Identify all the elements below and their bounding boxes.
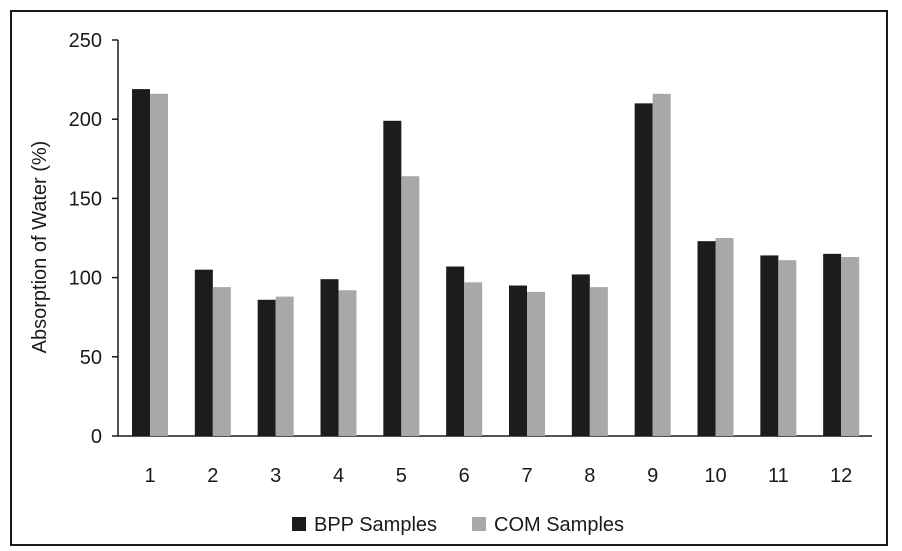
bar-com-12 — [841, 257, 860, 436]
legend-swatch-com — [472, 517, 486, 531]
bar-bpp-2 — [194, 269, 213, 436]
y-axis-title: Absorption of Water (%) — [29, 141, 51, 354]
x-tick-label: 7 — [521, 465, 532, 487]
bar-bpp-1 — [132, 89, 150, 436]
legend-label-com: COM Samples — [494, 514, 624, 536]
y-tick-label: 250 — [69, 30, 102, 52]
bar-bpp-11 — [760, 255, 779, 436]
bar-com-10 — [715, 238, 734, 436]
y-tick-label: 100 — [69, 268, 102, 290]
bar-bpp-12 — [823, 253, 842, 436]
bar-com-8 — [589, 287, 608, 436]
x-tick-label: 8 — [584, 465, 595, 487]
x-tick-label: 12 — [830, 465, 852, 487]
bar-bpp-7 — [509, 285, 527, 436]
bar-com-1 — [150, 93, 168, 436]
bars — [132, 89, 860, 437]
bar-com-7 — [527, 291, 545, 436]
bar-bpp-10 — [697, 241, 716, 436]
bar-com-5 — [401, 176, 420, 436]
x-tick-label: 6 — [459, 465, 470, 487]
bar-bpp-8 — [571, 274, 590, 436]
bar-com-6 — [464, 282, 483, 436]
bar-bpp-6 — [446, 266, 465, 436]
y-tick-label: 0 — [91, 426, 102, 448]
x-tick-label: 11 — [768, 465, 789, 487]
x-tick-label: 5 — [396, 465, 407, 487]
legend-swatch-bpp — [292, 517, 306, 531]
x-tick-label: 2 — [207, 465, 218, 487]
x-axis: 1 2 3 4 5 6 7 8 9 10 11 12 — [118, 435, 872, 487]
x-tick-label: 3 — [270, 465, 281, 487]
y-tick-label: 50 — [80, 347, 102, 369]
x-tick-label: 9 — [647, 465, 658, 487]
x-tick-label: 10 — [704, 465, 726, 487]
bar-com-3 — [275, 296, 294, 436]
bar-bpp-4 — [320, 279, 339, 436]
bar-com-9 — [652, 93, 671, 436]
bar-bpp-5 — [383, 120, 402, 436]
bar-com-2 — [212, 287, 231, 436]
bar-com-11 — [778, 260, 797, 436]
y-tick-label: 200 — [69, 109, 102, 131]
x-tick-label: 4 — [333, 465, 344, 487]
legend: BPP Samples COM Samples — [292, 514, 624, 536]
y-tick-label: 150 — [69, 188, 102, 210]
bar-bpp-3 — [257, 299, 276, 436]
x-tick-label: 1 — [144, 465, 155, 487]
y-axis: 0 50 100 150 200 250 — [69, 30, 119, 448]
legend-label-bpp: BPP Samples — [314, 514, 437, 536]
bar-com-4 — [338, 290, 357, 436]
bar-bpp-9 — [634, 103, 653, 437]
